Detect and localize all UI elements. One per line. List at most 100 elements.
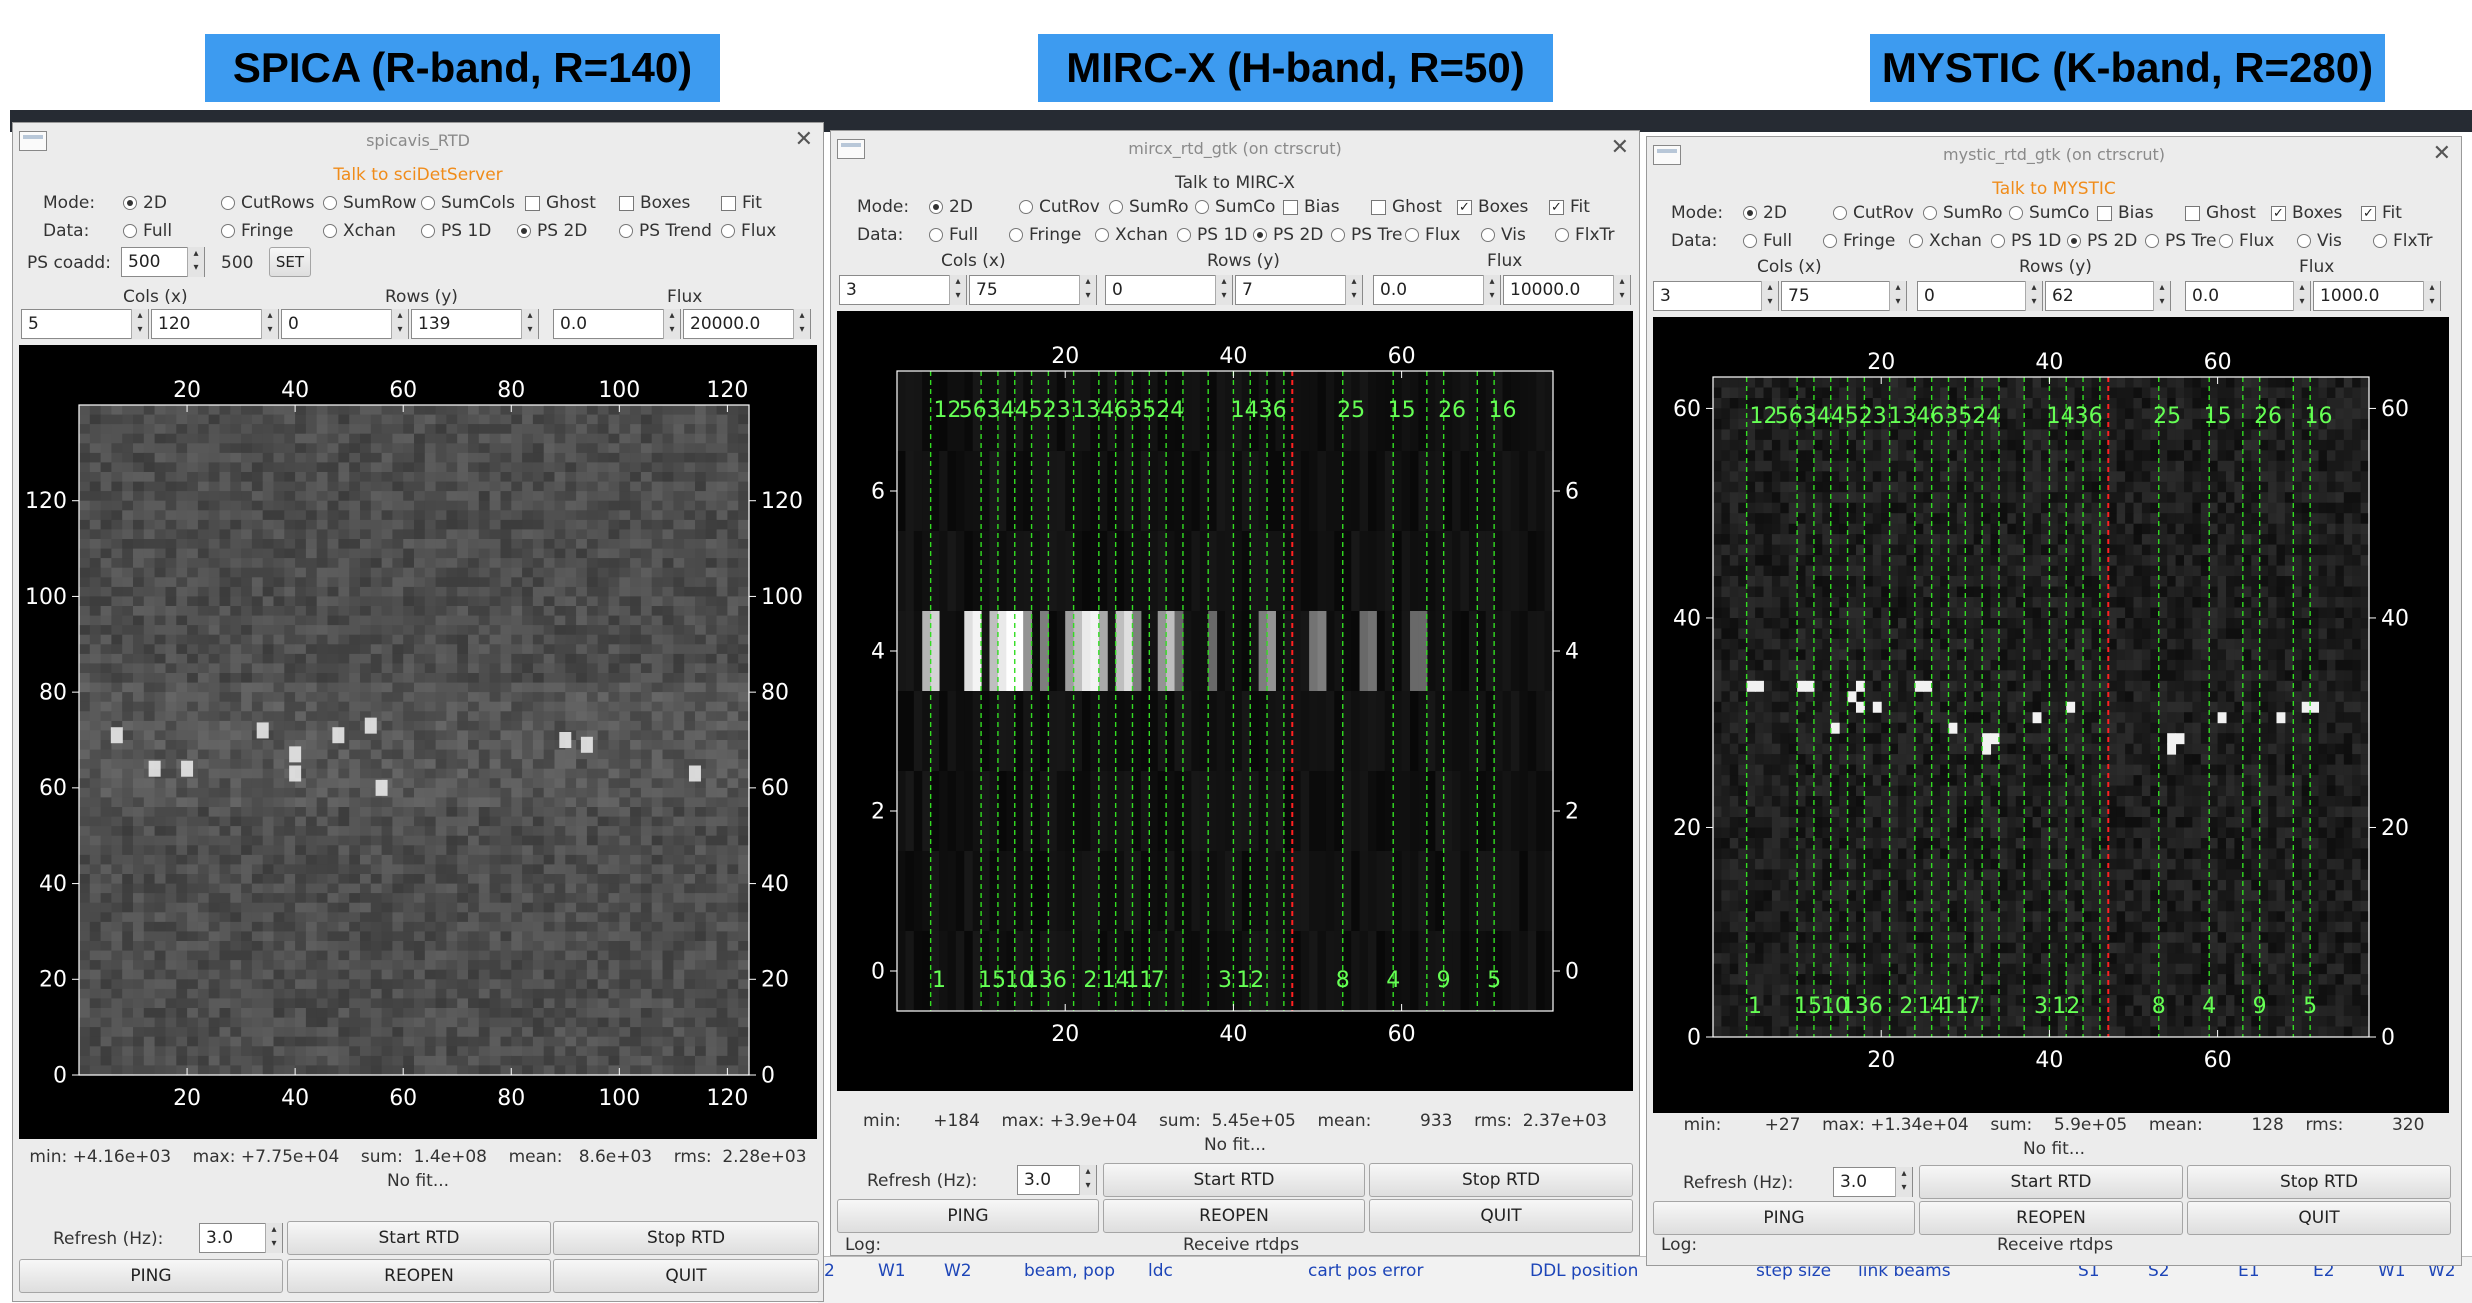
set-button[interactable]: SET: [269, 247, 311, 277]
detector-pixel: [209, 673, 220, 683]
detector-pixel: [544, 759, 555, 769]
detector-pixel: [403, 1027, 414, 1037]
detector-pixel: [1343, 691, 1352, 772]
detector-pixel: [652, 587, 663, 597]
detector-pixel: [522, 797, 533, 807]
detector-pixel: [187, 587, 198, 597]
quit-button[interactable]: QUIT: [553, 1259, 819, 1293]
detector-pixel: [349, 472, 360, 482]
data-ps2d-radio[interactable]: PS 2D: [517, 221, 587, 241]
detector-pixel: [544, 884, 555, 894]
detector-pixel: [446, 424, 457, 434]
mode-sumcols-radio[interactable]: SumCo: [1195, 197, 1275, 217]
rows-min-spinner[interactable]: 0: [281, 309, 409, 339]
data-full-radio[interactable]: Full: [123, 221, 172, 241]
detector-pixel: [241, 482, 252, 492]
detector-pixel: [457, 874, 468, 884]
mode-cutrows-radio[interactable]: CutRows: [221, 193, 315, 213]
refresh-spinner[interactable]: 3.0: [199, 1223, 283, 1253]
data-ps1d-radio[interactable]: PS 1D: [1177, 225, 1247, 245]
flux-max-spinner[interactable]: 20000.0: [683, 309, 811, 339]
ghost-checkbox[interactable]: Ghost: [525, 193, 596, 213]
detector-pixel: [630, 472, 641, 482]
bias-checkbox[interactable]: Bias: [1283, 197, 1340, 217]
detector-pixel: [392, 769, 403, 779]
mode-sumrows-radio[interactable]: SumRo: [1109, 197, 1189, 217]
detector-pixel: [544, 625, 555, 635]
data-fringe-radio[interactable]: Fringe: [221, 221, 293, 241]
mode-cutrows-radio[interactable]: CutRov: [1019, 197, 1100, 217]
data-flux-radio[interactable]: Flux: [1405, 225, 1460, 245]
data-xchan-radio[interactable]: Xchan: [1095, 225, 1168, 245]
detector-pixel: [695, 587, 706, 597]
mode-sumrow-radio[interactable]: SumRow: [323, 193, 416, 213]
data-flxtr-radio[interactable]: FlxTr: [1555, 225, 1614, 245]
data-ps2d-radio[interactable]: PS 2D: [1253, 225, 1323, 245]
ghost-checkbox[interactable]: Ghost: [1371, 197, 1442, 217]
option-label: Xchan: [343, 221, 396, 241]
flux-min-spinner[interactable]: 0.0: [553, 309, 681, 339]
cols-max-spinner[interactable]: 120: [151, 309, 279, 339]
detector-pixel: [576, 443, 587, 453]
fit-checkbox[interactable]: Fit: [721, 193, 762, 213]
detector-pixel: [914, 691, 923, 772]
detector-pixel: [382, 673, 393, 683]
cols-min-spinner[interactable]: 3: [839, 275, 967, 305]
cols-min-spinner[interactable]: 5: [21, 309, 149, 339]
detector-pixel: [382, 539, 393, 549]
detector-pixel: [457, 807, 468, 817]
detector-pixel: [565, 568, 576, 578]
rows-max-spinner[interactable]: 139: [411, 309, 539, 339]
detector-pixel: [446, 740, 457, 750]
mircx-titlebar[interactable]: mircx_rtd_gtk (on ctrscrut) ✕: [831, 131, 1639, 165]
close-icon[interactable]: ✕: [795, 127, 813, 152]
detector-pixel: [328, 836, 339, 846]
detector-pixel: [155, 836, 166, 846]
boxes-checkbox[interactable]: ✓Boxes: [1457, 197, 1528, 217]
flux-max-spinner[interactable]: 10000.0: [1503, 275, 1631, 305]
detector-pixel: [317, 510, 328, 520]
boxes-checkbox[interactable]: Boxes: [619, 193, 690, 213]
data-xchan-radio[interactable]: Xchan: [323, 221, 396, 241]
detector-pixel: [695, 1008, 706, 1018]
detector-pixel: [284, 415, 295, 425]
mode-2d-radio[interactable]: 2D: [123, 193, 167, 213]
detector-pixel: [565, 884, 576, 894]
detector-pixel: [1090, 451, 1099, 532]
detector-pixel: [403, 1056, 414, 1066]
flux-min-spinner[interactable]: 0.0: [1373, 275, 1501, 305]
detector-pixel: [252, 922, 263, 932]
detector-pixel: [166, 443, 177, 453]
mode-2d-radio[interactable]: 2D: [929, 197, 973, 217]
rows-max-spinner[interactable]: 7: [1235, 275, 1363, 305]
stop-rtd-button[interactable]: Stop RTD: [553, 1221, 819, 1255]
fit-checkbox[interactable]: ✓Fit: [1549, 197, 1590, 217]
mode-sumcols-radio[interactable]: SumCols: [421, 193, 515, 213]
detector-pixel: [425, 884, 436, 894]
detector-pixel: [981, 451, 990, 532]
detector-pixel: [652, 577, 663, 587]
data-flux-radio[interactable]: Flux: [721, 221, 776, 241]
ps-coadd-spinner[interactable]: 500: [121, 247, 205, 277]
start-rtd-button[interactable]: Start RTD: [287, 1221, 551, 1255]
data-pstrend-radio[interactable]: PS Trend: [619, 221, 712, 241]
spica-titlebar[interactable]: spicavis_RTD ✕: [13, 123, 823, 157]
data-full-radio[interactable]: Full: [929, 225, 978, 245]
reopen-button[interactable]: REOPEN: [287, 1259, 551, 1293]
detector-pixel: [673, 797, 684, 807]
detector-pixel: [544, 826, 555, 836]
rows-min-spinner[interactable]: 0: [1105, 275, 1233, 305]
detector-pixel: [403, 501, 414, 511]
detector-pixel: [425, 654, 436, 664]
close-icon[interactable]: ✕: [1611, 135, 1629, 160]
detector-pixel: [111, 596, 122, 606]
detector-pixel: [187, 797, 198, 807]
data-ps1d-radio[interactable]: PS 1D: [421, 221, 491, 241]
data-vis-radio[interactable]: Vis: [1481, 225, 1526, 245]
detector-pixel: [598, 472, 609, 482]
cols-max-spinner[interactable]: 75: [969, 275, 1097, 305]
data-pstrend-radio[interactable]: PS Tre: [1331, 225, 1402, 245]
detector-pixel: [727, 769, 738, 779]
data-fringe-radio[interactable]: Fringe: [1009, 225, 1081, 245]
ping-button[interactable]: PING: [19, 1259, 283, 1293]
